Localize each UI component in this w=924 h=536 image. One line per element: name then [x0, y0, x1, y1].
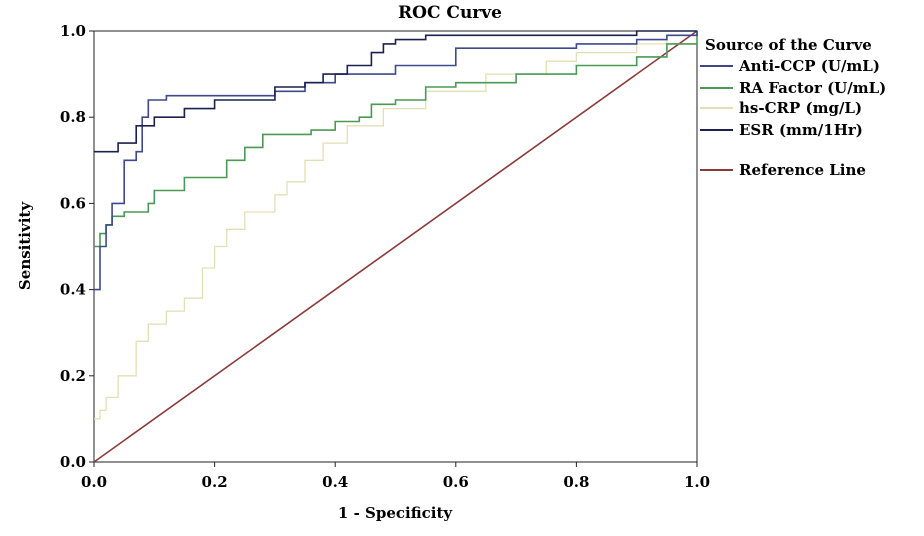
y-tick-label: 0.2 — [60, 367, 86, 385]
y-tick-label: 0.8 — [60, 108, 86, 126]
x-axis-label: 1 - Specificity — [338, 504, 453, 522]
y-tick-label: 0.6 — [60, 194, 86, 212]
x-tick-label: 1.0 — [684, 473, 710, 491]
series-line-reference-line — [93, 30, 698, 463]
legend-label-hs-crp-mg-l: hs-CRP (mg/L) — [739, 99, 862, 117]
chart-title: ROC Curve — [398, 3, 502, 23]
axes-layer: 0.0 0.2 0.4 0.6 0.8 1.0 0.0 0.2 0.4 0.6 0.8 1.0 — [60, 22, 710, 491]
legend: Anti-CCP (U/mL) RA Factor (U/mL) hs-CRP (m… — [700, 57, 886, 179]
y-axis-label: Sensitivity — [16, 201, 34, 290]
y-tick-label: 0.0 — [60, 453, 86, 471]
legend-title: Source of the Curve — [705, 36, 872, 54]
y-tick-label: 0.4 — [60, 281, 86, 299]
y-tick-label: 1.0 — [60, 22, 86, 40]
series-line-esr-mm-1hr — [94, 30, 697, 153]
legend-label-esr-mm-1hr: ESR (mm/1Hr) — [739, 121, 863, 139]
series-layer — [93, 30, 698, 463]
x-tick-label: 0.4 — [322, 473, 348, 491]
x-tick-label: 0.6 — [443, 473, 469, 491]
x-tick-label: 0.8 — [563, 473, 589, 491]
series-line-hs-crp-mg-l — [94, 31, 698, 420]
legend-label-reference-line: Reference Line — [739, 161, 866, 179]
x-tick-label: 0.0 — [81, 473, 107, 491]
legend-label-anti-ccp-u-ml: Anti-CCP (U/mL) — [738, 57, 880, 75]
legend-label-ra-factor-u-ml: RA Factor (U/mL) — [739, 79, 886, 97]
x-tick-label: 0.2 — [202, 473, 228, 491]
series-line-ra-factor-u-ml — [94, 31, 698, 248]
